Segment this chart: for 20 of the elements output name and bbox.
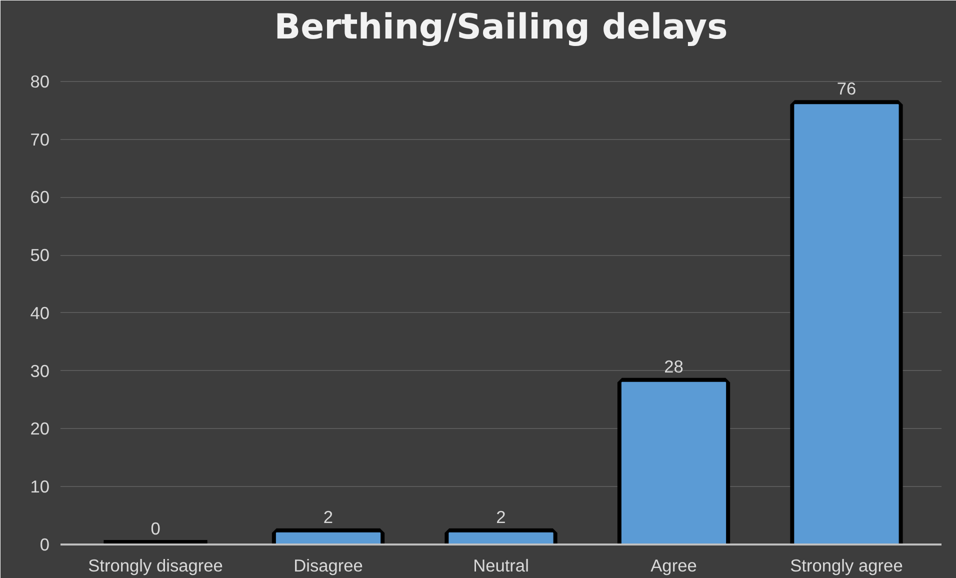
data-label: 0 bbox=[150, 518, 160, 538]
data-label: 76 bbox=[836, 78, 856, 99]
y-tick-label: 50 bbox=[30, 245, 50, 266]
y-tick-label: 10 bbox=[30, 476, 50, 497]
data-label: 2 bbox=[496, 506, 506, 527]
y-tick-label: 60 bbox=[30, 187, 50, 208]
chart-title: Berthing/Sailing delays bbox=[274, 8, 728, 48]
x-tick-label: Disagree bbox=[294, 556, 363, 576]
y-tick-label: 0 bbox=[40, 534, 50, 554]
x-tick-label: Neutral bbox=[473, 556, 529, 576]
y-tick-label: 80 bbox=[30, 71, 50, 92]
data-label: 2 bbox=[323, 506, 334, 527]
x-tick-label: Strongly agree bbox=[790, 556, 903, 576]
x-tick-label: Strongly disagree bbox=[88, 556, 223, 576]
x-tick-label: Agree bbox=[650, 556, 697, 576]
data-label: 28 bbox=[664, 356, 684, 376]
y-tick-label: 20 bbox=[30, 418, 50, 439]
y-tick-label: 40 bbox=[30, 302, 50, 323]
y-tick-label: 70 bbox=[30, 129, 50, 150]
y-tick-label: 30 bbox=[30, 360, 50, 381]
